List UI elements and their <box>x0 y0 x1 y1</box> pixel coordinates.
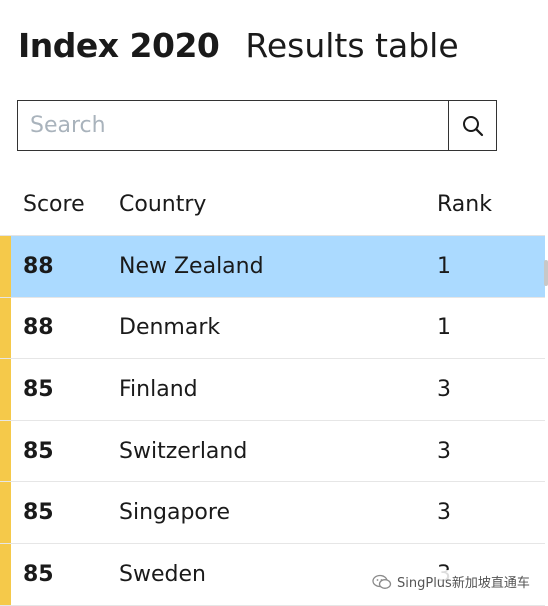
row-accent-bar <box>0 359 11 420</box>
table-row[interactable]: 88 New Zealand 1 <box>0 236 545 298</box>
score-cell: 85 <box>23 438 54 464</box>
search-button[interactable] <box>448 101 496 150</box>
row-accent-bar <box>0 236 11 297</box>
table-row[interactable]: 88 Denmark 1 <box>0 297 545 360</box>
country-cell: Finland <box>119 376 198 402</box>
rank-cell: 1 <box>437 315 451 341</box>
page-header: Index 2020 Results table <box>18 26 459 65</box>
row-accent-bar <box>0 420 11 482</box>
page-title: Index 2020 <box>18 26 220 65</box>
wechat-icon <box>372 574 392 589</box>
watermark-text: SingPlus新加坡直通车 <box>397 576 530 591</box>
score-cell: 85 <box>23 561 54 587</box>
score-cell: 88 <box>23 315 54 341</box>
row-accent-bar <box>0 482 11 543</box>
column-header-rank[interactable]: Rank <box>437 192 492 217</box>
score-cell: 85 <box>23 376 54 402</box>
search-box <box>17 100 497 151</box>
rank-cell: 3 <box>437 376 451 402</box>
search-icon <box>462 115 483 136</box>
country-cell: Singapore <box>119 500 230 526</box>
rank-cell: 3 <box>437 500 451 526</box>
country-cell: Denmark <box>119 315 221 341</box>
rank-cell: 1 <box>437 253 451 279</box>
country-cell: New Zealand <box>119 253 264 279</box>
score-cell: 85 <box>23 500 54 526</box>
scrollbar-thumb[interactable] <box>544 260 548 286</box>
table-row[interactable]: 85 Switzerland 3 <box>0 420 545 483</box>
score-cell: 88 <box>23 253 54 279</box>
watermark: SingPlus新加坡直通车 <box>368 570 534 593</box>
column-header-score[interactable]: Score <box>23 192 85 217</box>
country-cell: Sweden <box>119 561 206 587</box>
table-row[interactable]: 85 Singapore 3 <box>0 482 545 544</box>
results-table: 88 New Zealand 1 88 Denmark 1 85 Finland… <box>0 235 545 606</box>
column-header-country[interactable]: Country <box>119 192 207 217</box>
row-accent-bar <box>0 543 11 605</box>
row-accent-bar <box>0 297 11 359</box>
table-row[interactable]: 85 Finland 3 <box>0 359 545 421</box>
page-subtitle: Results table <box>245 26 459 65</box>
search-input[interactable] <box>18 101 448 150</box>
country-cell: Switzerland <box>119 438 248 464</box>
rank-cell: 3 <box>437 438 451 464</box>
